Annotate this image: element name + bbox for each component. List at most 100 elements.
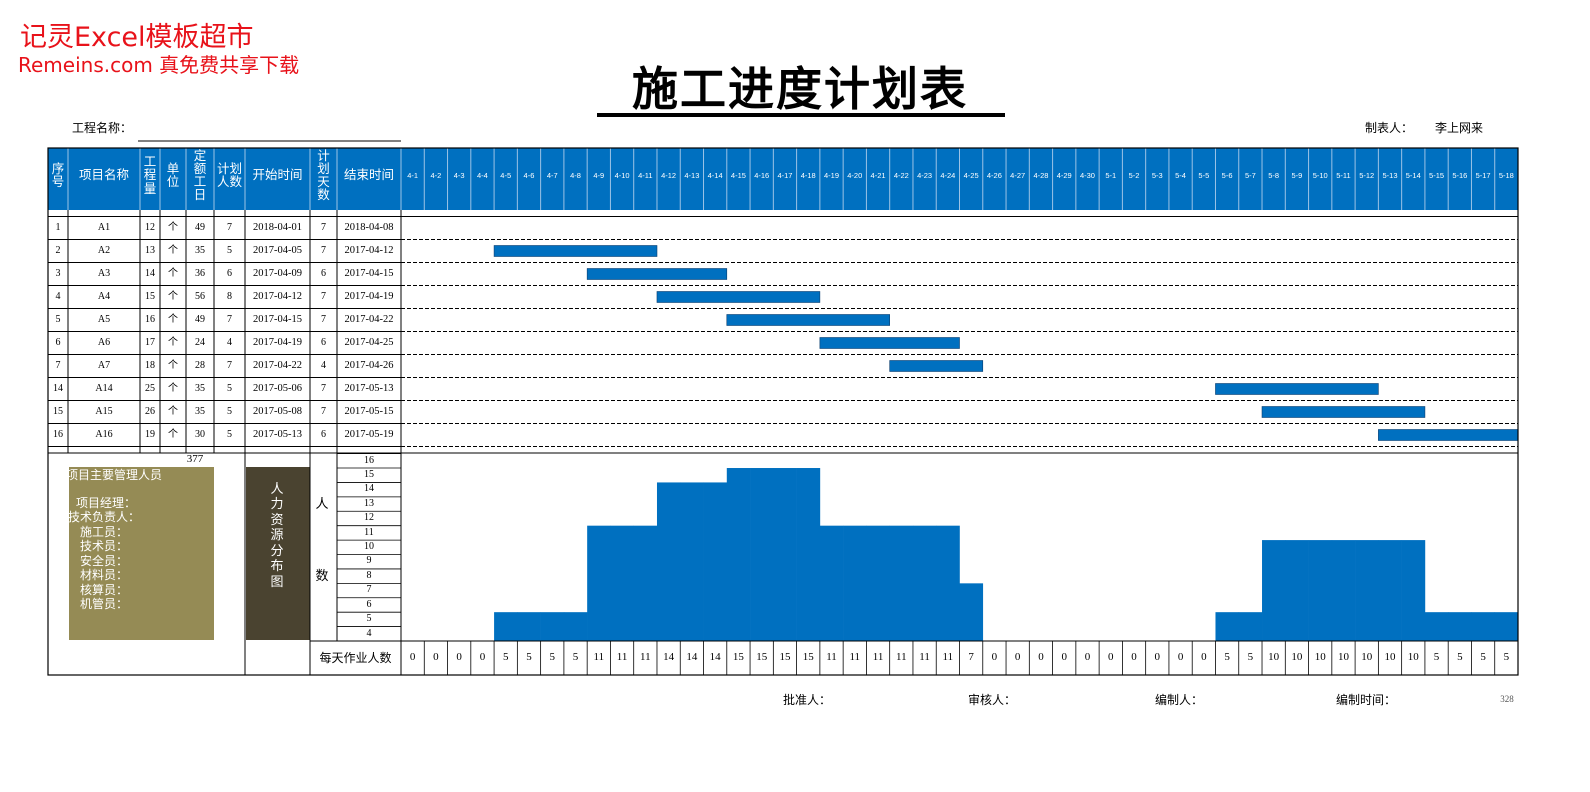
cell: 2018-04-01	[253, 222, 302, 234]
column-header: 计划天数	[317, 148, 330, 203]
daily-value: 10	[1361, 651, 1373, 664]
date-header: 4-6	[523, 171, 535, 181]
cell: 2017-04-19	[253, 337, 302, 349]
date-header: 5-7	[1244, 171, 1256, 181]
date-header: 5-6	[1221, 171, 1233, 181]
gantt-bar	[1261, 406, 1426, 418]
daily-value: 0	[1131, 651, 1137, 664]
workforce-bar	[750, 468, 774, 641]
cell: A5	[97, 313, 111, 325]
date-header: 4-20	[847, 171, 863, 181]
daily-value: 15	[802, 651, 814, 664]
date-header: 4-15	[730, 171, 746, 181]
date-header: 4-17	[777, 171, 793, 181]
y-tick-label: 14	[364, 483, 374, 495]
workforce-bar	[1215, 612, 1240, 641]
daily-value: 0	[1038, 651, 1044, 664]
daily-value: 5	[1224, 651, 1230, 664]
date-header: 4-1	[407, 171, 419, 181]
column-header: 项目名称	[78, 168, 129, 183]
workforce-bar	[1331, 540, 1356, 641]
column-header: 开始时间	[252, 168, 303, 183]
gantt-bar	[493, 245, 658, 257]
cell: 2017-04-12	[344, 245, 394, 257]
cell: 2017-05-08	[253, 406, 302, 418]
workforce-bar	[1471, 612, 1496, 641]
daily-value: 0	[456, 651, 462, 664]
cell: 个	[168, 359, 178, 371]
date-header: 4-10	[614, 171, 630, 181]
y-tick-label: 12	[364, 512, 374, 524]
y-tick-label: 10	[364, 541, 374, 553]
cell: 49	[195, 221, 205, 233]
workforce-bar	[610, 525, 635, 641]
side-label: 人力资源分布图	[270, 480, 284, 589]
cell: 7	[321, 244, 326, 256]
cell: 7	[227, 359, 232, 371]
daily-value: 11	[616, 651, 628, 664]
cell: 6	[321, 336, 326, 348]
cell: 2017-05-15	[344, 406, 394, 418]
cell: A14	[95, 382, 113, 394]
daily-value: 0	[1108, 651, 1114, 664]
cell: 2017-04-15	[253, 314, 302, 326]
workforce-bar	[843, 525, 867, 641]
workforce-bar	[936, 525, 960, 641]
staff-role: 技术负责人：	[68, 510, 141, 525]
workforce-bar	[1378, 540, 1402, 641]
daily-label: 每天作业人数	[319, 650, 392, 665]
workforce-bar	[959, 583, 984, 641]
footer-reviewer: 审核人：	[968, 692, 1017, 707]
cell: A1	[97, 221, 111, 233]
cell: 2017-04-25	[344, 337, 394, 349]
cell: 19	[145, 428, 155, 440]
daily-value: 0	[991, 651, 998, 664]
column-header: 序号	[51, 161, 65, 189]
workforce-bar	[1238, 612, 1263, 641]
date-header: 4-29	[1056, 171, 1072, 181]
workforce-bar	[1355, 540, 1379, 641]
cell: 26	[145, 405, 155, 417]
staff-role: 安全员：	[80, 553, 129, 568]
workforce-bar	[540, 612, 565, 641]
cell: 35	[195, 382, 205, 394]
date-header: 4-12	[661, 171, 677, 181]
column-header: 定额工日	[193, 148, 207, 203]
workforce-bar	[1448, 612, 1472, 641]
workforce-bar	[656, 482, 681, 641]
cell: 15	[53, 405, 63, 417]
page-number: 328	[1500, 694, 1514, 705]
date-header: 4-23	[917, 171, 933, 181]
daily-value: 11	[826, 651, 837, 664]
cell: 13	[145, 244, 155, 256]
cell: 2017-04-22	[253, 360, 302, 372]
staff-role: 技术员：	[80, 539, 129, 554]
cell: 7	[321, 221, 326, 233]
cell: 56	[195, 290, 205, 302]
daily-value: 11	[640, 651, 651, 664]
daily-value: 5	[1480, 651, 1486, 664]
y-tick-label: 5	[366, 613, 372, 625]
y-tick-label: 15	[364, 468, 374, 480]
daily-value: 0	[1154, 651, 1161, 664]
cell: 4	[227, 336, 232, 348]
workforce-bar	[680, 482, 704, 641]
date-header: 4-14	[707, 171, 723, 181]
date-header: 5-17	[1475, 171, 1491, 181]
cell: 2017-05-06	[253, 383, 302, 395]
gantt-bar	[656, 291, 821, 303]
workforce-bar	[1424, 612, 1449, 641]
workforce-bar	[633, 525, 658, 641]
staff-role: 材料员：	[80, 568, 129, 583]
y-tick-label: 7	[366, 584, 372, 596]
tagline: Remeins.com 真免费共享下载	[18, 52, 300, 77]
daily-value: 15	[732, 651, 744, 664]
workforce-bar	[1285, 540, 1309, 641]
cell: A15	[95, 405, 113, 417]
cell: 35	[195, 405, 205, 417]
cell: 12	[145, 221, 155, 233]
daily-value: 10	[1291, 651, 1303, 664]
cell: 个	[168, 267, 178, 279]
table-frame	[47, 147, 1519, 676]
column-header: 计划人数	[216, 161, 242, 189]
